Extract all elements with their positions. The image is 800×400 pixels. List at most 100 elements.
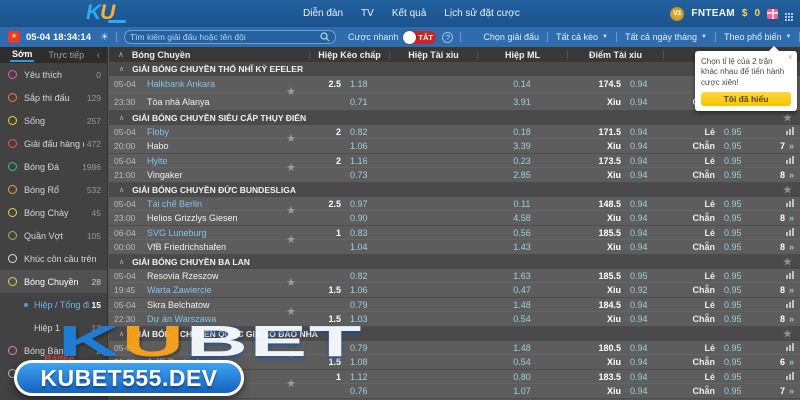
more-bets-cell[interactable]: 8» bbox=[757, 170, 800, 180]
handicap-odds-away[interactable]: 1.08 bbox=[350, 357, 368, 367]
home-team-name[interactable]: Skra Belchatow bbox=[147, 299, 210, 310]
moneyline-odds-away[interactable]: 1.07 bbox=[513, 386, 531, 396]
sidebar-item[interactable]: Bóng Chày 45 bbox=[0, 201, 107, 224]
more-bets-cell[interactable]: 8» bbox=[757, 314, 800, 324]
more-bets-cell[interactable]: 7» bbox=[757, 386, 800, 396]
stats-cell[interactable] bbox=[757, 198, 800, 209]
league-header[interactable]: ∧ GIẢI BÓNG CHUYỀN SIÊU CẤP THỤY ĐIỂN ★ bbox=[109, 111, 800, 125]
favorite-star-icon[interactable]: ★ bbox=[286, 378, 296, 390]
handicap-odds-home[interactable]: 1.12 bbox=[350, 371, 368, 382]
league-header[interactable]: ∧ GIẢI BÓNG CHUYỀN BA LAN ★ bbox=[109, 255, 800, 269]
tooltip-ok-button[interactable]: Tôi đã hiểu bbox=[701, 92, 791, 107]
menu-forum[interactable]: Diễn đàn bbox=[303, 8, 344, 19]
handicap-odds-home[interactable]: 0.83 bbox=[350, 227, 368, 238]
collapse-icon[interactable]: ∧ bbox=[119, 259, 125, 266]
menu-bet-history[interactable]: Lịch sử đặt cược bbox=[444, 8, 520, 19]
collapse-icon[interactable]: ∧ bbox=[119, 331, 125, 338]
points-under-odds[interactable]: 0.94 bbox=[630, 213, 648, 223]
tab-early[interactable]: Sớm bbox=[10, 48, 35, 62]
points-over-odds[interactable]: 0.94 bbox=[630, 155, 648, 166]
away-team-name[interactable]: Dự án Warszawa bbox=[147, 314, 217, 324]
handicap-odds-away[interactable]: 1.06 bbox=[350, 141, 368, 151]
handicap-odds-away[interactable]: 1.06 bbox=[350, 285, 368, 295]
moneyline-odds-home[interactable]: 1.48 bbox=[513, 299, 531, 310]
stats-cell[interactable] bbox=[757, 342, 800, 353]
away-team-name[interactable]: VfB Friedrichshafen bbox=[147, 242, 227, 252]
even-odds[interactable]: 0.95 bbox=[724, 285, 742, 295]
home-team-name[interactable]: Hylte bbox=[147, 155, 168, 166]
even-odds[interactable]: 0.95 bbox=[724, 386, 742, 396]
sidebar-item[interactable]: Bóng Đá 1986 bbox=[0, 155, 107, 178]
sidebar-item[interactable]: Bóng Chuyền 28 bbox=[0, 270, 107, 293]
sidebar-item[interactable]: Sống 257 bbox=[0, 109, 107, 132]
odd-odds[interactable]: 0.95 bbox=[724, 198, 742, 209]
gift-icon[interactable] bbox=[767, 8, 778, 19]
sidebar-item[interactable]: Khúc côn cầu trên băng bbox=[0, 247, 107, 270]
handicap-odds-away[interactable]: 1.03 bbox=[350, 314, 368, 324]
home-team-name[interactable]: Resovia Rzeszow bbox=[147, 270, 219, 281]
sidebar-item[interactable]: Yêu thích 0 bbox=[0, 63, 107, 86]
collapse-icon[interactable]: ∧ bbox=[119, 115, 125, 122]
collapse-icon[interactable]: ∧ bbox=[119, 66, 125, 73]
sidebar-item[interactable]: Hiệp 1 13 bbox=[0, 316, 107, 339]
away-team-name[interactable]: Habo bbox=[147, 141, 169, 151]
handicap-odds-home[interactable]: 0.79 bbox=[350, 299, 368, 310]
odd-odds[interactable]: 0.95 bbox=[724, 270, 742, 281]
stats-cell[interactable] bbox=[757, 371, 800, 382]
even-odds[interactable]: 0.95 bbox=[724, 213, 742, 223]
username[interactable]: FNTEAM bbox=[691, 8, 735, 19]
search-icon[interactable] bbox=[320, 32, 330, 42]
sidebar-item[interactable]: Quần Vợt 105 bbox=[0, 224, 107, 247]
menu-results[interactable]: Kết quả bbox=[391, 8, 427, 19]
ku-logo[interactable]: KU bbox=[86, 1, 126, 25]
moneyline-odds-home[interactable]: 0.18 bbox=[513, 126, 531, 137]
even-odds[interactable]: 0.95 bbox=[724, 170, 742, 180]
home-team-name[interactable]: Tái chế Berlin bbox=[147, 198, 203, 209]
favorite-star-icon[interactable]: ★ bbox=[286, 306, 296, 318]
away-team-name[interactable]: Vingaker bbox=[147, 170, 183, 180]
away-team-name[interactable]: Warta Zawiercie bbox=[147, 285, 212, 295]
points-under-odds[interactable]: 0.94 bbox=[630, 96, 648, 107]
sidebar-item[interactable]: Bóng Bàn 2 bbox=[0, 339, 107, 362]
favorite-star-icon[interactable]: ★ bbox=[286, 234, 296, 246]
odd-odds[interactable]: 0.95 bbox=[724, 227, 742, 238]
points-over-odds[interactable]: 0.94 bbox=[630, 299, 648, 310]
handicap-odds-away[interactable]: 0.73 bbox=[350, 170, 368, 180]
odd-odds[interactable]: 0.95 bbox=[724, 342, 742, 353]
points-over-odds[interactable]: 0.94 bbox=[630, 126, 648, 137]
filter-all-dates[interactable]: Tất cả ngày tháng ▼ bbox=[624, 32, 707, 42]
points-over-odds[interactable]: 0.94 bbox=[630, 227, 648, 238]
league-header[interactable]: ∧ GIẢI BÓNG CHUYỀN ĐỨC BUNDESLIGA ★ bbox=[109, 183, 800, 197]
moneyline-odds-home[interactable]: 0.23 bbox=[513, 155, 531, 166]
away-team-name[interactable]: Helios Grizzlys Giesen bbox=[147, 213, 238, 223]
filter-choose-league[interactable]: Chọn giải đấu bbox=[483, 32, 539, 42]
sidebar-item[interactable]: Bóng Rổ 532 bbox=[0, 178, 107, 201]
favorite-star-icon[interactable]: ★ bbox=[286, 85, 296, 98]
home-team-name[interactable]: Floby bbox=[147, 126, 170, 137]
menu-tv[interactable]: TV bbox=[361, 8, 374, 19]
moneyline-odds-home[interactable]: 0.14 bbox=[513, 79, 531, 89]
handicap-odds-home[interactable]: 0.97 bbox=[350, 198, 368, 209]
stats-cell[interactable] bbox=[757, 126, 800, 137]
favorite-star-icon[interactable]: ★ bbox=[286, 205, 296, 217]
favorite-star-icon[interactable]: ★ bbox=[286, 277, 296, 289]
sidebar-item[interactable]: Sắp thi đấu 129 bbox=[0, 86, 107, 109]
points-under-odds[interactable]: 0.94 bbox=[630, 141, 648, 151]
away-team-name[interactable]: Tòa nhà Alanya bbox=[147, 96, 210, 107]
points-under-odds[interactable]: 0.94 bbox=[630, 242, 648, 252]
filter-all-odds[interactable]: Tất cả kèo ▼ bbox=[555, 32, 608, 42]
handicap-odds-home[interactable]: 0.82 bbox=[350, 270, 368, 281]
collapse-icon[interactable]: ∧ bbox=[119, 187, 125, 194]
quick-bet-toggle[interactable]: TẮT bbox=[403, 30, 437, 44]
moneyline-odds-away[interactable]: 3.39 bbox=[513, 141, 531, 151]
points-under-odds[interactable]: 0.94 bbox=[630, 386, 648, 396]
odd-odds[interactable]: 0.95 bbox=[724, 126, 742, 137]
handicap-odds-away[interactable]: 1.04 bbox=[350, 242, 368, 252]
points-over-odds[interactable]: 0.94 bbox=[630, 79, 648, 89]
brightness-icon[interactable]: ☀ bbox=[99, 31, 109, 43]
moneyline-odds-away[interactable]: 0.54 bbox=[513, 314, 531, 324]
moneyline-odds-away[interactable]: 4.58 bbox=[513, 213, 531, 223]
points-over-odds[interactable]: 0.94 bbox=[630, 371, 648, 382]
sidebar-item[interactable]: Hiệp / Tổng điểm 15 bbox=[0, 293, 107, 316]
moneyline-odds-away[interactable]: 3.91 bbox=[513, 96, 531, 107]
